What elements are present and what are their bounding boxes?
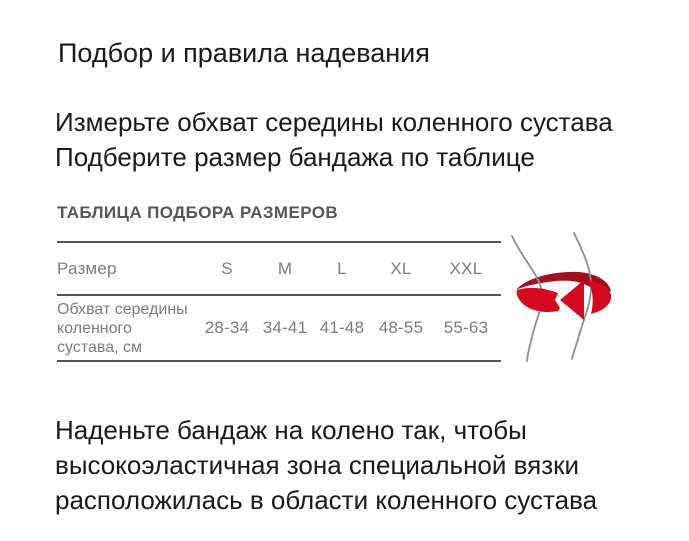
- size-table: Размер S M L XL XXL Обхват середины коле…: [57, 241, 501, 362]
- size-value-m: 34-41: [262, 318, 308, 337]
- size-value-xl: 48-55: [378, 318, 424, 337]
- size-header-xl: XL: [390, 258, 412, 278]
- leg-outline-right: [571, 232, 592, 360]
- label-line: сустава, см: [57, 338, 142, 356]
- band-front-left-segment: [516, 287, 560, 312]
- size-value-s: 28-34: [204, 318, 250, 337]
- wearing-instructions: Наденьте бандаж на колено так, чтобы выс…: [55, 413, 597, 518]
- instruction-line: Подберите размер бандажа по таблице: [55, 142, 535, 172]
- size-value-xxl: 55-63: [443, 318, 489, 337]
- page-title: Подбор и правила надевания: [58, 38, 430, 68]
- instruction-line: Измерьте обхват середины коленного суста…: [55, 107, 613, 137]
- direction-arrow-left-icon: [560, 280, 584, 320]
- knee-measuring-band-illustration: [511, 232, 612, 362]
- size-table-header-row: Размер S M L XL XXL: [57, 243, 501, 296]
- size-value-l: 41-48: [319, 318, 365, 337]
- label-line: коленного: [57, 319, 132, 337]
- size-header-l: L: [337, 258, 347, 278]
- instruction-line: высокоэластичная зона специальной вязки: [55, 450, 580, 480]
- measuring-instructions: Измерьте обхват середины коленного суста…: [55, 105, 613, 175]
- size-header-s: S: [221, 258, 233, 278]
- label-line: Обхват середины: [57, 300, 188, 318]
- size-header-m: M: [277, 258, 293, 278]
- size-table-data-row: Обхват середины коленного сустава, см 28…: [57, 296, 501, 362]
- size-table-heading: ТАБЛИЦА ПОДБОРА РАЗМЕРОВ: [57, 203, 339, 222]
- instruction-line: расположилась в области коленного сустав…: [55, 485, 598, 515]
- circumference-row-label: Обхват середины коленного сустава, см: [57, 296, 197, 360]
- instruction-line: Наденьте бандаж на колено так, чтобы: [55, 415, 527, 445]
- size-column-label: Размер: [57, 258, 117, 278]
- band-front-right-segment: [588, 280, 612, 314]
- size-header-xxl: XXL: [449, 258, 483, 278]
- band-top-surface: [516, 271, 611, 296]
